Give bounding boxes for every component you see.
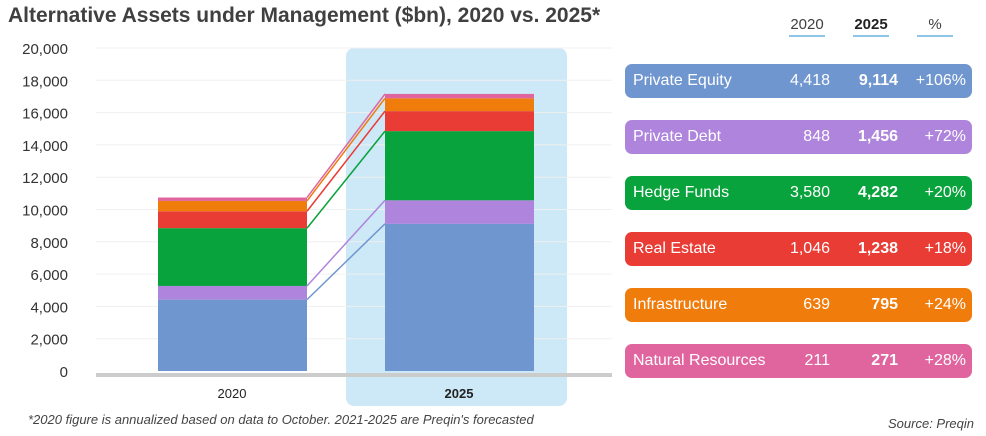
- value-2020: 1,046: [789, 240, 830, 257]
- legend-name: Private Equity: [633, 72, 732, 89]
- value-2025: 4,282: [857, 184, 898, 201]
- col-header-2020: 2020: [785, 16, 829, 37]
- value-2020: 848: [803, 128, 830, 145]
- value-2020: 211: [804, 352, 830, 369]
- value-2025: 1,456: [857, 128, 898, 145]
- value-2025: 9,114: [858, 72, 898, 89]
- value-2025: 1,238: [857, 240, 898, 257]
- connector-line: [306, 97, 386, 202]
- y-tick-label: 10,000: [22, 203, 68, 220]
- chart-title: Alternative Assets under Management ($bn…: [8, 4, 601, 27]
- legend-row-private-debt: Private Debt 848 1,456 +72%: [625, 120, 972, 154]
- pct-change: +72%: [924, 128, 966, 145]
- connector-line: [306, 199, 386, 287]
- legend-name: Real Estate: [633, 240, 716, 257]
- y-tick-label: 2,000: [30, 332, 68, 349]
- bar-segment-hedge-funds-2020: [158, 228, 307, 286]
- source-note: Source: Preqin: [888, 416, 974, 431]
- bar-segment-private-debt-2025: [385, 200, 534, 224]
- connector-line: [306, 110, 386, 212]
- x-tick-label: 2020: [218, 386, 247, 401]
- legend-name: Natural Resources: [633, 352, 766, 369]
- y-tick-label: 8,000: [30, 235, 68, 252]
- value-2020: 4,418: [789, 72, 830, 89]
- stacked-bar-chart: 0 2,000 4,000 6,000 8,000 10,000 12,000 14,000 1…: [22, 41, 612, 406]
- y-tick-label: 18,000: [22, 73, 68, 90]
- connector-line: [306, 130, 386, 229]
- connector-line: [306, 93, 386, 198]
- legend-name: Infrastructure: [633, 296, 728, 313]
- bar-segment-natural-resources-2025: [385, 93, 534, 99]
- value-2025: 271: [871, 352, 898, 369]
- legend-row-natural-resources: Natural Resources 211 271 +28%: [625, 344, 972, 378]
- y-tick-label: 12,000: [22, 170, 68, 187]
- bar-segment-hedge-funds-2025: [385, 131, 534, 201]
- pct-change: +18%: [924, 240, 966, 257]
- legend-name: Hedge Funds: [633, 184, 730, 201]
- legend-row-hedge-funds: Hedge Funds 3,580 4,282 +20%: [625, 176, 972, 210]
- y-tick-label: 16,000: [22, 106, 68, 123]
- value-2025: 795: [871, 296, 898, 313]
- pct-change: +20%: [924, 184, 966, 201]
- col-header-pct-label: %: [928, 16, 942, 33]
- bar-segment-private-equity-2020: [158, 299, 307, 371]
- y-tick-label: 4,000: [30, 299, 68, 316]
- bar-segment-private-equity-2025: [385, 223, 534, 371]
- connector-line: [306, 223, 386, 301]
- col-header-2020-label: 2020: [790, 16, 824, 33]
- bar-segment-natural-resources-2020: [158, 197, 307, 201]
- bar-segment-real-estate-2020: [158, 211, 307, 229]
- x-tick-label: 2025: [445, 386, 474, 401]
- legend-name: Private Debt: [633, 128, 722, 145]
- value-2020: 3,580: [789, 184, 830, 201]
- y-tick-label: 20,000: [22, 41, 68, 58]
- y-tick-label: 6,000: [30, 267, 68, 284]
- footnote: *2020 figure is annualized based on data…: [28, 412, 534, 427]
- bar-segment-infrastructure-2020: [158, 200, 307, 212]
- pct-change: +106%: [915, 72, 966, 89]
- bar-segment-infrastructure-2025: [385, 98, 534, 112]
- col-header-2025: 2025: [849, 16, 893, 37]
- bar-segment-private-debt-2020: [158, 285, 307, 300]
- col-header-pct: %: [913, 16, 957, 37]
- y-tick-label: 0: [60, 364, 68, 381]
- col-header-2025-label: 2025: [854, 16, 888, 33]
- pct-change: +28%: [924, 352, 966, 369]
- value-2020: 639: [803, 296, 830, 313]
- y-tick-label: 14,000: [22, 138, 68, 155]
- bar-segment-real-estate-2025: [385, 111, 534, 132]
- legend-row-infrastructure: Infrastructure 639 795 +24%: [625, 288, 972, 322]
- legend-row-real-estate: Real Estate 1,046 1,238 +18%: [625, 232, 972, 266]
- pct-change: +24%: [924, 296, 966, 313]
- legend-row-private-equity: Private Equity 4,418 9,114 +106%: [625, 64, 972, 98]
